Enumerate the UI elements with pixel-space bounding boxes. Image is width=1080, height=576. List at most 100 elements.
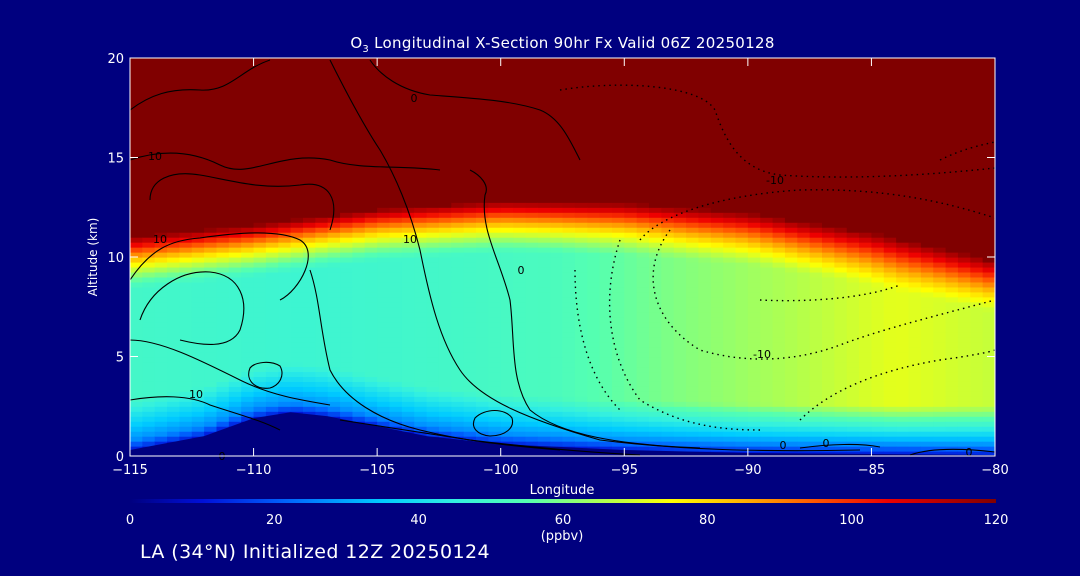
field-cell (649, 426, 662, 432)
field-cell (488, 301, 502, 308)
field-cell (859, 416, 873, 422)
field-cell (649, 72, 662, 79)
field-cell (686, 117, 700, 124)
field-cell (290, 381, 304, 387)
field-cell (142, 252, 156, 258)
field-cell (871, 276, 885, 283)
field-cell (772, 306, 786, 313)
field-cell (550, 286, 564, 293)
field-cell (822, 386, 835, 392)
field-cell (451, 296, 465, 303)
field-cell (537, 97, 551, 104)
field-cell (364, 242, 378, 248)
field-cell (611, 222, 625, 228)
field-cell (747, 261, 761, 268)
field-cell (513, 257, 527, 263)
field-cell (315, 177, 329, 183)
field-cell (822, 351, 835, 358)
field-cell (871, 441, 885, 447)
field-cell (735, 117, 749, 124)
field-cell (290, 192, 304, 198)
field-cell (315, 72, 329, 79)
field-cell (537, 67, 551, 74)
field-cell (253, 341, 267, 348)
field-cell (389, 242, 403, 248)
field-cell (513, 222, 527, 228)
field-cell (401, 152, 415, 159)
field-cell (241, 212, 255, 218)
field-cell (377, 107, 391, 114)
field-cell (451, 62, 465, 69)
field-cell (204, 162, 218, 169)
field-cell (599, 92, 613, 99)
field-cell (636, 411, 650, 417)
field-cell (154, 396, 168, 402)
field-cell (228, 336, 242, 343)
field-cell (278, 167, 292, 174)
field-cell (364, 296, 378, 303)
field-cell (562, 386, 576, 392)
field-cell (760, 406, 774, 412)
field-cell (438, 212, 452, 218)
field-cell (426, 147, 440, 154)
field-cell (599, 167, 613, 174)
field-cell (673, 217, 687, 223)
field-cell (278, 152, 292, 159)
field-cell (401, 346, 415, 353)
field-cell (822, 112, 835, 119)
field-cell (896, 301, 910, 308)
field-cell (735, 152, 749, 159)
field-cell (401, 172, 415, 179)
field-cell (488, 331, 502, 338)
field-cell (574, 197, 588, 203)
field-cell (290, 386, 304, 392)
field-cell (611, 321, 625, 328)
field-cell (290, 237, 304, 243)
field-cell (364, 252, 378, 258)
field-cell (710, 366, 724, 373)
field-cell (797, 286, 811, 293)
field-cell (253, 97, 267, 104)
field-cell (290, 152, 304, 159)
field-cell (649, 62, 662, 69)
field-cell (611, 172, 625, 179)
field-cell (228, 351, 242, 358)
field-cell (167, 356, 181, 363)
field-cell (513, 351, 527, 358)
field-cell (364, 356, 378, 363)
field-cell (649, 167, 662, 174)
field-cell (871, 142, 885, 149)
field-cell (241, 117, 255, 124)
field-cell (562, 436, 576, 442)
field-cell (216, 137, 230, 144)
field-cell (747, 286, 761, 293)
field-cell (760, 446, 774, 452)
field-cell (599, 242, 613, 248)
field-cell (228, 182, 242, 188)
field-cell (747, 107, 761, 114)
field-cell (624, 187, 638, 193)
field-cell (710, 266, 724, 273)
field-cell (896, 371, 910, 377)
field-cell (574, 207, 588, 213)
field-cell (673, 72, 687, 79)
field-cell (476, 147, 489, 154)
field-cell (611, 82, 625, 89)
field-cell (574, 117, 588, 124)
field-cell (130, 97, 143, 104)
field-cell (537, 152, 551, 159)
field-cell (463, 87, 477, 94)
field-cell (624, 436, 638, 442)
field-cell (265, 321, 279, 328)
field-cell (488, 92, 502, 99)
field-cell (438, 197, 452, 203)
field-cell (797, 401, 811, 407)
field-cell (599, 276, 613, 283)
field-cell (661, 386, 675, 392)
field-cell (649, 127, 662, 134)
field-cell (871, 192, 885, 198)
field-cell (389, 172, 403, 179)
field-cell (846, 356, 860, 363)
field-cell (204, 207, 218, 213)
field-cell (438, 257, 452, 263)
